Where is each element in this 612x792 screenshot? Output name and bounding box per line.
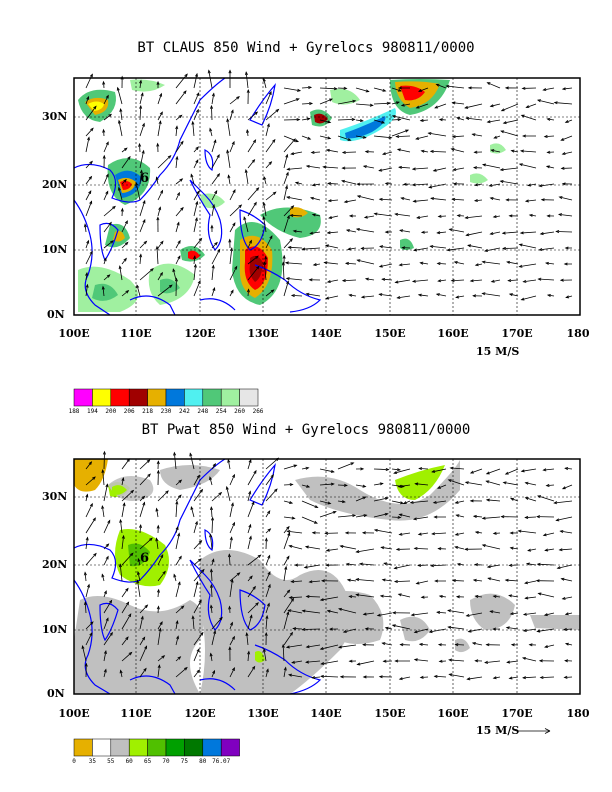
legend-label: 60: [125, 758, 133, 765]
lon-label: 160E: [437, 707, 469, 720]
lat-label: 30N: [42, 490, 68, 503]
lat-label: 10N: [42, 243, 68, 256]
legend-swatch: [110, 738, 130, 757]
lat-label: 20N: [42, 558, 68, 571]
lat-label: 30N: [42, 110, 68, 123]
lon-label: 180: [566, 707, 590, 720]
wind-vectors: [81, 450, 573, 681]
claus-panel: BT CLAUS 850 Wind + Gyrelocs 980811/0000: [42, 40, 590, 415]
legend-label: 188: [68, 408, 80, 415]
lon-label: 100E: [58, 327, 90, 340]
legend-label: 0: [72, 758, 76, 765]
cyclone-symbol: 6: [140, 551, 149, 566]
wind-vectors: [83, 69, 573, 301]
plot-frame: [73, 458, 581, 695]
legend-swatch: [73, 738, 93, 757]
scale-label: 15 M/S: [476, 724, 520, 737]
legend-swatch: [239, 388, 259, 407]
legend-swatch: [184, 738, 204, 757]
lon-label: 180: [566, 327, 590, 340]
lon-label: 170E: [501, 707, 533, 720]
lon-label: 140E: [310, 327, 342, 340]
lat-label: 20N: [42, 178, 68, 191]
legend-label: 35: [88, 758, 96, 765]
legend-label: 65: [143, 758, 152, 765]
lon-label: 120E: [184, 707, 216, 720]
lon-label: 110E: [120, 707, 152, 720]
panel-title: BT CLAUS 850 Wind + Gyrelocs 980811/0000: [137, 40, 475, 56]
legend-label: 80: [199, 758, 207, 765]
legend-label: 70: [162, 758, 170, 765]
legend-label: 260: [234, 408, 246, 415]
legend-label: 218: [142, 408, 154, 415]
legend-swatch: [220, 738, 240, 757]
legend-label: 76.07: [212, 758, 231, 765]
coastlines: [73, 458, 322, 695]
legend-label: 55: [107, 758, 115, 765]
legend-swatch: [128, 738, 148, 757]
lon-label: 110E: [120, 327, 152, 340]
legend-label: 242: [178, 408, 190, 415]
legend-swatch: [202, 738, 222, 757]
lon-label: 150E: [374, 327, 406, 340]
legend-label: 194: [86, 408, 98, 415]
lon-label: 120E: [184, 327, 216, 340]
claus-legend: [73, 388, 259, 407]
legend-label: 266: [252, 408, 264, 415]
lon-label: 160E: [437, 327, 469, 340]
legend-label: 75: [180, 758, 188, 765]
legend-swatch: [92, 738, 112, 757]
lon-label: 100E: [58, 707, 90, 720]
scale-label: 15 M/S: [476, 345, 520, 358]
panel-title: BT Pwat 850 Wind + Gyrelocs 980811/0000: [141, 422, 471, 438]
lon-label: 130E: [247, 707, 279, 720]
lon-label: 130E: [247, 327, 279, 340]
claus-map: 6: [73, 69, 581, 316]
plot-frame: [73, 77, 581, 316]
legend-label: 200: [105, 408, 117, 415]
lat-label: 10N: [42, 623, 68, 636]
graticule: [74, 78, 580, 315]
legend-label: 248: [197, 408, 209, 415]
legend-swatch: [147, 738, 167, 757]
legend-label: 230: [160, 408, 172, 415]
pwat-legend: [73, 738, 240, 757]
cyclone-symbol: 6: [140, 171, 149, 186]
lon-label: 170E: [501, 327, 533, 340]
lat-label: 0N: [47, 308, 65, 321]
legend-swatch: [165, 738, 185, 757]
legend-label: 206: [123, 408, 135, 415]
lon-label: 140E: [310, 707, 342, 720]
lon-label: 150E: [374, 707, 406, 720]
lat-label: 0N: [47, 687, 65, 700]
legend-label: 254: [215, 408, 227, 415]
